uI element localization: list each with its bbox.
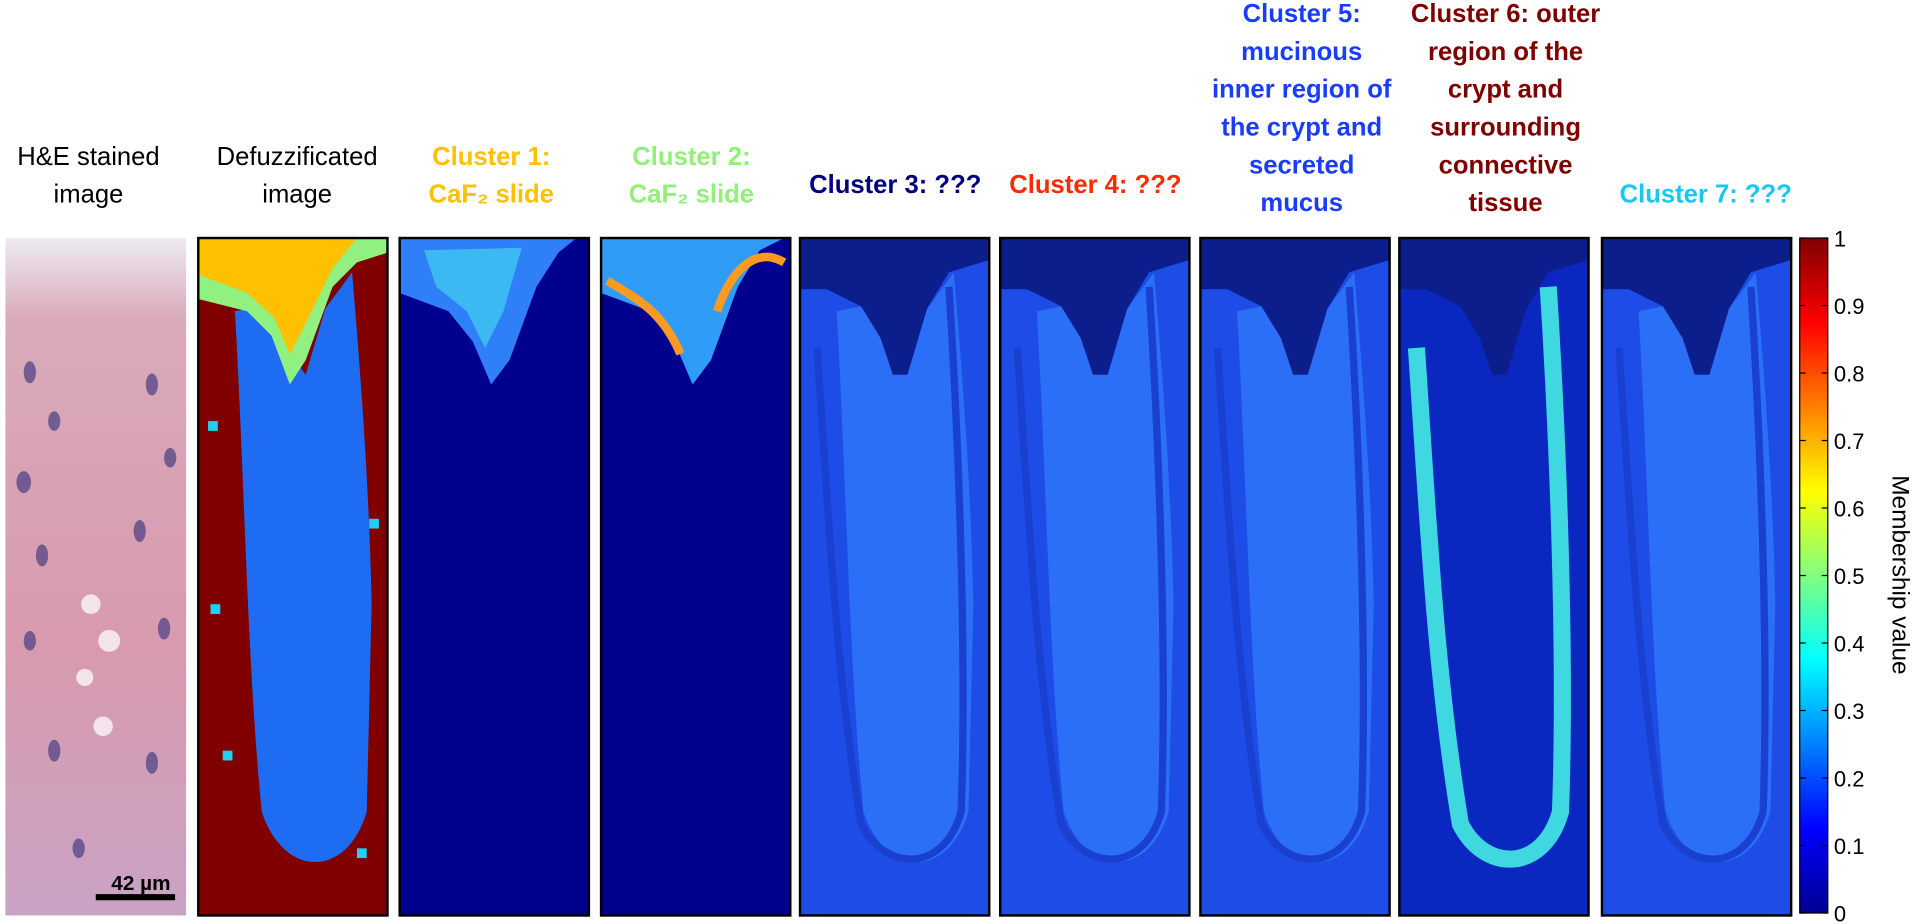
panel-title: Cluster 2: bbox=[632, 143, 750, 171]
cluster3-image bbox=[800, 238, 989, 915]
panel-frames bbox=[197, 236, 1793, 917]
colorbar-tick-label: 0.4 bbox=[1834, 632, 1865, 657]
panel-title: Cluster 4: ??? bbox=[1009, 171, 1181, 199]
panel-title: Cluster 6: outer bbox=[1411, 0, 1600, 28]
colorbar-tick-label: 0.3 bbox=[1834, 699, 1865, 724]
panel-title: connective bbox=[1439, 151, 1573, 179]
colorbar-tick-label: 0.2 bbox=[1834, 767, 1865, 792]
colorbar-tick-label: 0.6 bbox=[1834, 497, 1865, 522]
panel-title: tissue bbox=[1469, 189, 1543, 217]
panel-title: image bbox=[262, 181, 332, 209]
scale-bar-label: 42 µm bbox=[111, 872, 170, 895]
panel-title: the crypt and bbox=[1221, 113, 1382, 141]
cluster7-image bbox=[1602, 238, 1791, 915]
panel-title: CaF₂ slide bbox=[429, 181, 554, 209]
panel-title: region of the bbox=[1428, 38, 1583, 66]
panel-title: mucus bbox=[1260, 189, 1343, 217]
defuzz-image bbox=[198, 238, 388, 916]
cluster2-image bbox=[601, 238, 791, 916]
colorbar-tick-label: 0.8 bbox=[1834, 362, 1865, 387]
colorbar-tick-label: 0 bbox=[1834, 902, 1846, 924]
colorbar-tick-label: 1 bbox=[1834, 227, 1846, 252]
panel-title: secreted bbox=[1249, 151, 1354, 179]
panel-title: crypt and bbox=[1448, 76, 1563, 104]
cluster1-image bbox=[399, 238, 589, 916]
panel-title: mucinous bbox=[1241, 38, 1362, 66]
panel-title: Cluster 1: bbox=[432, 143, 550, 171]
panel-title: Cluster 3: ??? bbox=[809, 171, 981, 199]
panel-title: image bbox=[54, 181, 124, 209]
cluster4-image bbox=[1000, 238, 1189, 915]
panel-title: Defuzzificated bbox=[217, 143, 378, 171]
panel-title: surrounding bbox=[1430, 113, 1581, 141]
panel-title: H&E stained bbox=[17, 143, 159, 171]
colorbar-tick-label: 0.9 bbox=[1834, 294, 1865, 319]
he-image bbox=[5, 238, 187, 916]
colorbar-tick-label: 0.1 bbox=[1834, 834, 1865, 859]
panel-title: inner region of bbox=[1212, 76, 1392, 104]
panel-title: CaF₂ slide bbox=[629, 181, 754, 209]
colorbar-label: Membership value bbox=[1886, 475, 1913, 674]
cluster5-image bbox=[1200, 238, 1389, 915]
colorbar-tick-label: 0.5 bbox=[1834, 564, 1865, 589]
panel-title: Cluster 5: bbox=[1243, 0, 1361, 28]
panel-title: Cluster 7: ??? bbox=[1620, 181, 1792, 209]
cluster6-image bbox=[1399, 238, 1589, 916]
colorbar-tick-label: 0.7 bbox=[1834, 429, 1865, 454]
